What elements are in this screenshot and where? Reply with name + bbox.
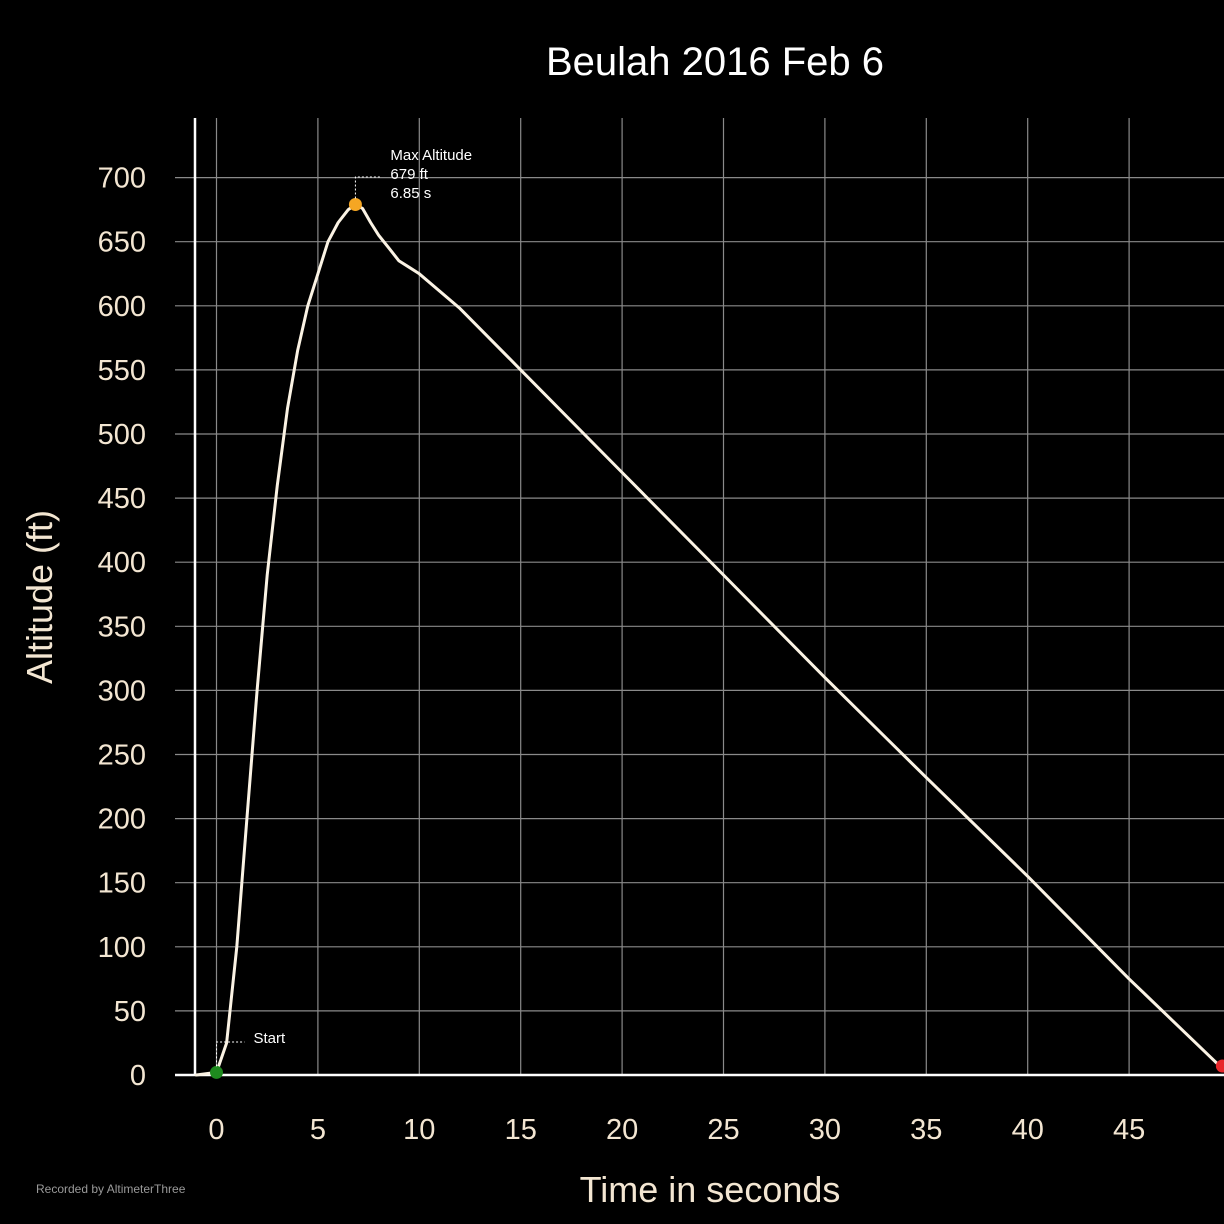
x-axis-title: Time in seconds xyxy=(580,1169,841,1210)
end-marker xyxy=(1215,1059,1224,1073)
y-tick-label: 350 xyxy=(98,611,146,643)
grid xyxy=(175,118,1224,1076)
y-tick-label: 450 xyxy=(98,483,146,515)
x-tick-label: 0 xyxy=(208,1114,224,1146)
start-marker xyxy=(210,1065,223,1079)
axes xyxy=(175,118,1224,1077)
tick-labels: 0 5 10 15 20 25 30 35 40 450501001502002503003504… xyxy=(98,163,1146,1146)
max-marker xyxy=(348,198,362,212)
y-tick-label: 50 xyxy=(114,996,146,1028)
y-tick-label: 600 xyxy=(98,291,146,323)
y-axis-title: Altitude (ft) xyxy=(19,510,60,684)
y-tick-label: 150 xyxy=(98,868,146,900)
max-leader-line xyxy=(354,176,382,199)
max-annotation-time: 6.85 s xyxy=(390,185,431,202)
x-tick-label: 40 xyxy=(1012,1114,1044,1146)
y-tick-label: 700 xyxy=(98,163,146,195)
x-tick-label: 25 xyxy=(707,1114,739,1146)
max-annotation-title: Max Altitude xyxy=(390,147,472,164)
x-tick-label: 15 xyxy=(505,1114,537,1146)
y-tick-label: 650 xyxy=(98,227,146,259)
x-tick-label: 5 xyxy=(310,1114,326,1146)
series-layer xyxy=(194,198,1224,1079)
chart-title: Beulah 2016 Feb 6 xyxy=(546,40,884,84)
start-annotation: Start xyxy=(254,1030,287,1047)
x-tick-label: 35 xyxy=(910,1114,942,1146)
max-annotation-altitude: 679 ft xyxy=(390,166,428,183)
x-tick-label: 45 xyxy=(1113,1114,1145,1146)
y-tick-label: 200 xyxy=(98,804,146,836)
x-tick-label: 10 xyxy=(403,1114,435,1146)
y-tick-label: 250 xyxy=(98,740,146,772)
annotations: Max Altitude 679 ft 6.85 s Start xyxy=(216,147,472,1067)
y-tick-label: 500 xyxy=(98,419,146,451)
y-tick-label: 400 xyxy=(98,547,146,579)
y-tick-label: 300 xyxy=(98,675,146,707)
x-tick-label: 30 xyxy=(809,1114,841,1146)
footer-credit: Recorded by AltimeterThree xyxy=(36,1182,186,1196)
x-tick-label: 20 xyxy=(606,1114,638,1146)
y-tick-label: 550 xyxy=(98,355,146,387)
y-tick-label: 100 xyxy=(98,932,146,964)
start-leader-line xyxy=(216,1041,245,1067)
y-tick-label: 0 xyxy=(130,1060,146,1092)
